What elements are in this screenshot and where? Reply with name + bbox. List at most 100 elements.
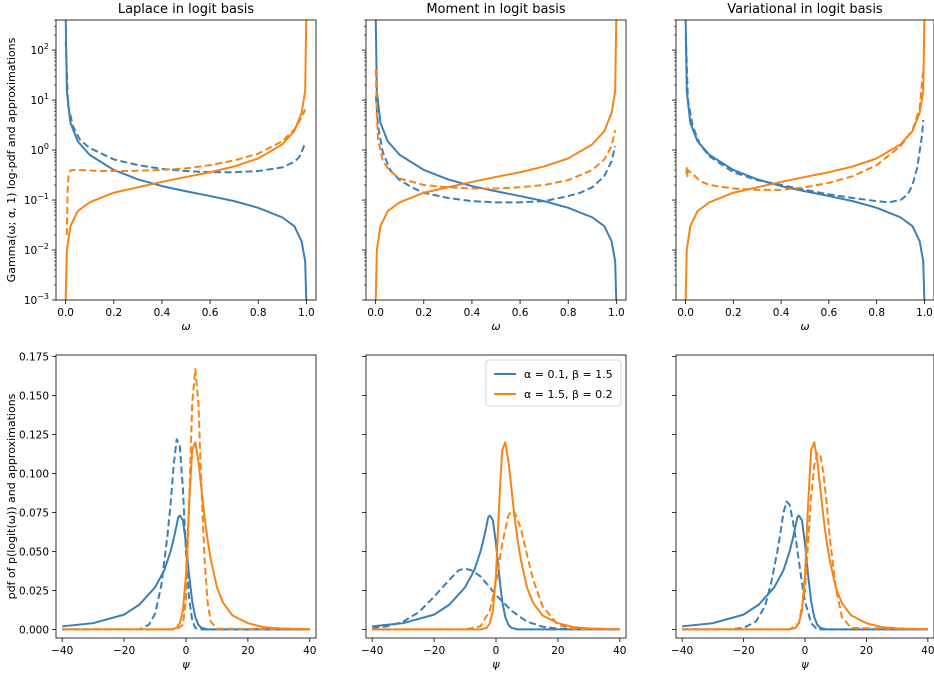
y-tick-base: 10	[24, 295, 37, 307]
series-line-orange-exact	[684, 20, 926, 300]
x-tick-label: 0.6	[512, 307, 529, 319]
series-line-blue-exact	[64, 20, 308, 300]
series-line-blue-approx	[372, 567, 620, 631]
x-tick-label: 1.0	[608, 307, 625, 319]
x-tick-label: 0.2	[105, 307, 122, 319]
x-tick-label: 0	[183, 645, 190, 657]
series-line-blue-approx	[682, 500, 928, 631]
x-tick-label: 40	[613, 645, 626, 657]
x-tick-label: 20	[241, 645, 254, 657]
series-line-orange-approx	[372, 509, 620, 631]
y-tick-label: 10−3	[24, 292, 49, 307]
series-line-blue-approx	[62, 438, 310, 631]
axes-frame	[365, 19, 627, 301]
y-tick-exponent: −1	[37, 192, 49, 201]
series-line-orange-exact	[372, 441, 620, 631]
x-tick-label: 0.4	[773, 307, 790, 319]
x-tick-label: 0.2	[415, 307, 432, 319]
x-tick-label: 1.0	[916, 307, 933, 319]
axes-frame	[675, 19, 934, 301]
y-tick-label: 10−1	[24, 192, 49, 207]
x-tick-label: 20	[551, 645, 564, 657]
x-tick-label: 0.6	[821, 307, 838, 319]
y-tick-label: 10−2	[24, 242, 49, 257]
y-tick-exponent: −3	[37, 292, 49, 301]
series-line-orange-approx	[65, 109, 307, 235]
series-line-blue-approx	[684, 35, 925, 204]
x-axis-label: ω	[800, 320, 809, 333]
subplot-1: Laplace in logit basis 0.0 0.2 0.4 0.6 0.8 1.0…	[5, 2, 317, 333]
y-tick-label: 0.125	[19, 430, 49, 442]
subplot-5: −40 −20 0 20 40 ψ α = 0.1, β = 1.5 α = 1.5, β =…	[361, 354, 626, 671]
series-line-orange-exact	[682, 441, 928, 631]
x-axis-label: ω	[181, 320, 190, 333]
axes-frame	[55, 19, 317, 301]
y-tick-label: 0.050	[19, 546, 49, 558]
x-tick-label: −20	[732, 645, 754, 657]
x-tick-label: −40	[361, 645, 383, 657]
y-tick-label: 102	[31, 42, 49, 57]
series-group	[374, 20, 618, 300]
x-tick-label: 0	[802, 645, 809, 657]
legend-label: α = 0.1, β = 1.5	[524, 368, 613, 381]
subplot-3: Variational in logit basis 0.0 0.2 0.4 0.6 0.…	[672, 2, 934, 333]
y-tick-base: 10	[24, 195, 37, 207]
y-tick-label: 100	[31, 142, 49, 157]
x-tick-label: 20	[860, 645, 873, 657]
series-line-orange-exact	[64, 20, 308, 300]
x-axis-label: ω	[491, 320, 500, 333]
series-line-blue-approx	[374, 96, 617, 204]
x-tick-label: 0.8	[250, 307, 267, 319]
x-tick-label: −40	[51, 645, 73, 657]
x-tick-label: 0.8	[560, 307, 577, 319]
x-tick-label: 0.2	[725, 307, 742, 319]
y-tick-exponent: −2	[37, 242, 49, 251]
y-tick-base: 10	[31, 95, 44, 107]
series-line-blue-exact	[372, 514, 620, 631]
series-group	[62, 368, 310, 631]
x-tick-label: 0.4	[154, 307, 171, 319]
subplot-6: −40 −20 0 20 40 ψ	[671, 354, 934, 671]
x-tick-label: 0.4	[464, 307, 481, 319]
x-tick-label: 40	[921, 645, 934, 657]
y-tick-exponent: 1	[44, 92, 49, 101]
y-tick-exponent: 2	[44, 42, 49, 51]
y-tick-label: 0.100	[19, 469, 49, 481]
y-tick-exponent: 0	[44, 142, 49, 151]
legend-label: α = 1.5, β = 0.2	[524, 388, 613, 401]
x-tick-label: 0.0	[367, 307, 384, 319]
series-line-orange-approx	[62, 368, 310, 631]
x-tick-label: 0.0	[677, 307, 694, 319]
legend-box	[485, 359, 622, 407]
y-tick-base: 10	[31, 45, 44, 57]
x-tick-label: 40	[303, 645, 316, 657]
y-tick-label: 0.150	[19, 391, 49, 403]
y-axis-label: Gamma(ω; α, 1) log-pdf and approximation…	[5, 37, 18, 282]
y-tick-label: 0.175	[19, 352, 49, 364]
series-group	[682, 441, 928, 631]
y-tick-base: 10	[31, 145, 44, 157]
series-line-blue-exact	[684, 20, 926, 300]
x-tick-label: 1.0	[298, 307, 315, 319]
x-tick-label: 0.6	[202, 307, 219, 319]
x-tick-label: 0.0	[57, 307, 74, 319]
x-axis-label: ψ	[492, 658, 500, 671]
x-tick-label: −20	[113, 645, 135, 657]
y-tick-label: 0.075	[19, 507, 49, 519]
x-axis-label: ψ	[182, 658, 190, 671]
subplot-title: Variational in logit basis	[727, 2, 883, 17]
legend: α = 0.1, β = 1.5 α = 1.5, β = 0.2	[485, 359, 622, 407]
y-axis-label: pdf of p(logit(ω)) and approximations	[5, 393, 18, 599]
x-tick-label: 0.8	[868, 307, 885, 319]
series-line-orange-approx	[374, 69, 617, 190]
series-line-orange-approx	[685, 69, 925, 191]
series-line-orange-approx	[682, 452, 928, 631]
subplot-2: Moment in logit basis 0.0 0.2 0.4 0.6 0.8 1.0 ω	[362, 2, 627, 333]
series-group	[64, 20, 308, 300]
series-line-blue-approx	[64, 41, 307, 174]
subplot-title: Moment in logit basis	[426, 2, 566, 17]
subplot-4: −40 −20 0 20 40 0.000 0.025 0.050 0.075 0.100 0.12…	[5, 352, 316, 671]
y-tick-label: 101	[31, 92, 49, 107]
x-tick-label: 0	[493, 645, 500, 657]
